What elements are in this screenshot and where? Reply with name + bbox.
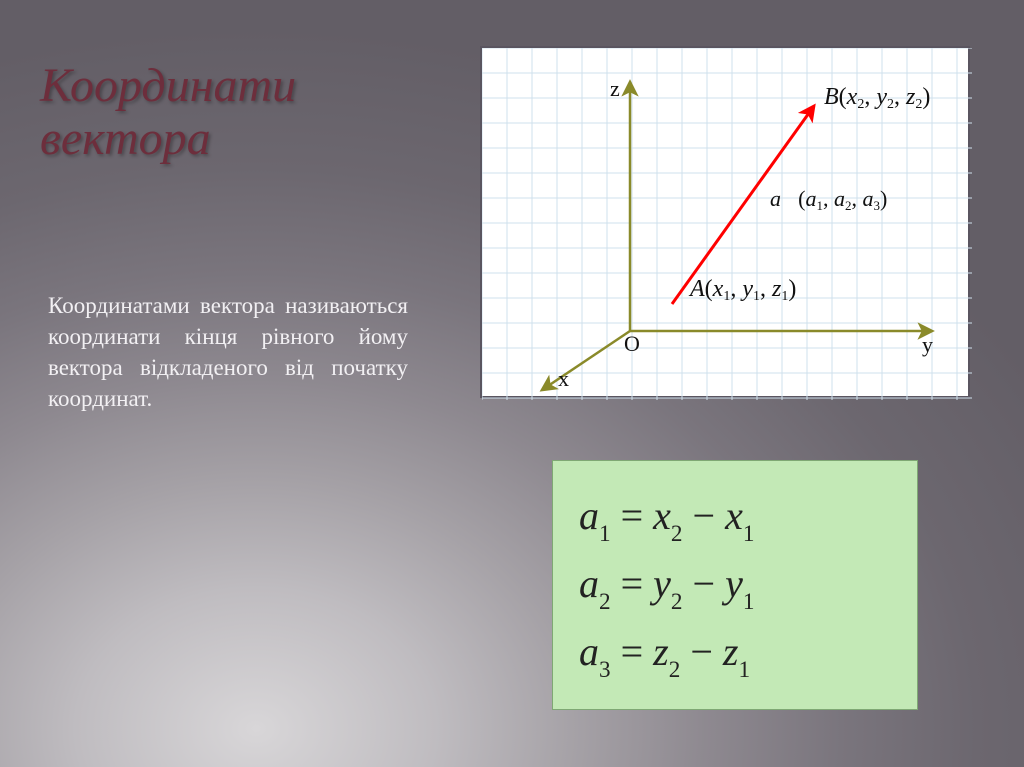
axis-x	[542, 331, 630, 390]
title-line-1: Координати	[40, 59, 296, 112]
title-line-2: вектора	[40, 112, 211, 165]
point-b-label: B(x2, y2, z2)	[824, 84, 930, 112]
axis-label-z: z	[610, 76, 620, 101]
axis-label-x: x	[558, 366, 569, 391]
coordinate-diagram: z y x O A(x1, y1, z1) B(x2, y2, z2) a⃗(a1, a2,…	[480, 46, 970, 398]
origin-label: O	[624, 331, 640, 356]
equation-row-1: a1 = x2 − x1	[579, 485, 891, 550]
definition-text: Координатами вектора називаються координ…	[48, 290, 408, 414]
equation-panel: a1 = x2 − x1a2 = y2 − y1a3 = z2 − z1	[552, 460, 918, 710]
point-a-label: A(x1, y1, z1)	[688, 276, 796, 304]
equation-row-2: a2 = y2 − y1	[579, 553, 891, 618]
vector-a-label: a⃗(a1, a2, a3)	[770, 186, 887, 213]
equation-row-3: a3 = z2 − z1	[579, 621, 891, 686]
slide-title: Координати вектора	[40, 60, 296, 166]
axis-label-y: y	[922, 332, 933, 357]
diagram-svg: z y x O A(x1, y1, z1) B(x2, y2, z2) a⃗(a1, a2,…	[482, 48, 972, 400]
